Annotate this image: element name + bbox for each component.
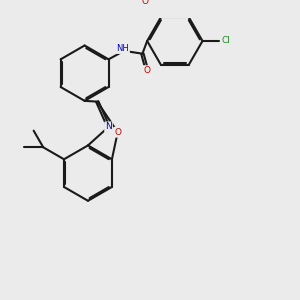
Text: NH: NH <box>116 44 129 53</box>
Text: O: O <box>114 128 121 137</box>
Text: O: O <box>141 0 148 6</box>
Text: O: O <box>143 66 150 75</box>
Text: N: N <box>105 122 112 131</box>
Text: Cl: Cl <box>221 37 230 46</box>
